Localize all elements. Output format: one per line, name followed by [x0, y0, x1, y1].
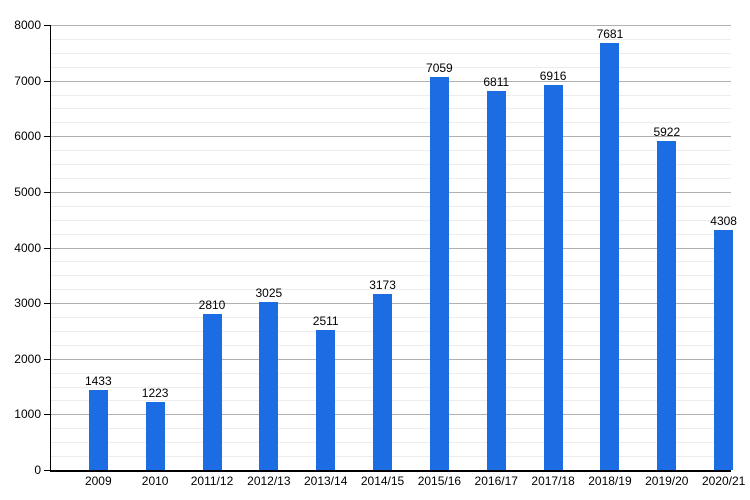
- y-axis-tick-mark: [44, 470, 50, 471]
- y-axis-tick-mark: [44, 80, 50, 82]
- bar: [429, 77, 449, 470]
- y-axis-tick-mark: [44, 414, 50, 416]
- y-axis-tick-mark: [44, 191, 50, 193]
- x-axis-tick-label: 2012/13: [247, 474, 291, 488]
- x-axis-tick-label: 2019/20: [645, 474, 689, 488]
- gridline-minor: [50, 219, 731, 221]
- bar: [316, 330, 336, 470]
- gridline-minor: [50, 275, 731, 277]
- x-axis-tick-label: 2016/17: [474, 474, 518, 488]
- x-axis-tick-label: 2011/12: [190, 474, 234, 488]
- bar-value-label: 7059: [426, 61, 453, 76]
- gridline-minor: [50, 289, 731, 291]
- y-axis-tick-mark: [44, 358, 50, 360]
- y-axis-tick-label: 8000: [14, 18, 41, 32]
- y-axis-tick-label: 4000: [14, 240, 41, 255]
- bar-value-label: 4308: [710, 214, 737, 229]
- gridline-minor: [50, 150, 731, 152]
- bar-value-label: 1223: [141, 385, 169, 400]
- x-axis-line: [50, 470, 731, 472]
- bar: [145, 401, 165, 470]
- y-axis-tick-label: 1000: [14, 407, 41, 422]
- gridline-minor: [50, 122, 731, 124]
- bar-value-label: 5922: [653, 124, 681, 139]
- x-axis-tick-label: 2015/16: [417, 474, 462, 488]
- bar: [714, 230, 734, 470]
- x-axis-tick-label: 2020/21: [701, 474, 746, 488]
- bar: [202, 313, 222, 470]
- y-axis-line: [50, 25, 51, 472]
- x-axis-tick-label: 2017/18: [531, 474, 575, 488]
- gridline-major: [50, 247, 731, 249]
- gridline-minor: [50, 261, 731, 263]
- y-axis-tick-label: 3000: [14, 296, 41, 311]
- bar-value-label: 1433: [84, 374, 112, 389]
- y-axis-tick-label: 0: [34, 463, 41, 477]
- y-axis-tick-mark: [44, 136, 50, 138]
- y-axis-tick-label: 5000: [14, 184, 41, 199]
- x-axis-tick-label: 2010: [141, 474, 169, 488]
- gridline-minor: [50, 66, 731, 68]
- gridline-minor: [50, 177, 731, 179]
- gridline-major: [50, 136, 731, 138]
- bar: [486, 91, 506, 470]
- x-axis-tick-label: 2013/14: [303, 474, 348, 488]
- gridline-minor: [50, 94, 731, 96]
- bar: [600, 42, 620, 470]
- gridline-minor: [50, 233, 731, 235]
- gridline-minor: [50, 52, 731, 54]
- y-axis-tick-label: 6000: [14, 129, 41, 144]
- y-axis-tick-label: 2000: [14, 351, 41, 366]
- bar: [88, 390, 108, 470]
- gridline-minor: [50, 164, 731, 166]
- gridline-major: [50, 25, 731, 26]
- bar-value-label: 6811: [483, 75, 510, 90]
- gridline-minor: [50, 38, 731, 40]
- gridline-minor: [50, 108, 731, 110]
- bar: [259, 301, 279, 470]
- y-axis-tick-mark: [44, 247, 50, 249]
- bar-value-label: 2511: [312, 314, 339, 329]
- bar-value-label: 2810: [198, 297, 226, 312]
- bar-value-label: 7681: [596, 26, 624, 41]
- x-axis-tick-label: 2018/19: [588, 474, 632, 488]
- y-axis-tick-mark: [44, 303, 50, 305]
- bar-value-label: 3173: [369, 277, 396, 292]
- x-axis-tick-label: 2009: [84, 474, 112, 488]
- bar: [373, 293, 393, 470]
- bar: [543, 85, 563, 470]
- bar-value-label: 3025: [255, 285, 283, 300]
- gridline-major: [50, 80, 731, 82]
- x-axis-tick-label: 2014/15: [360, 474, 405, 488]
- y-axis-tick-mark: [44, 25, 50, 26]
- bar-value-label: 6916: [539, 69, 567, 84]
- gridline-major: [50, 191, 731, 193]
- bar: [657, 140, 677, 470]
- plot-area: 1433 1223 2810 3025 2511 3173 7059 6811 6916 7681…: [50, 25, 737, 470]
- gridline-minor: [50, 205, 731, 207]
- y-axis-tick-label: 7000: [14, 73, 41, 88]
